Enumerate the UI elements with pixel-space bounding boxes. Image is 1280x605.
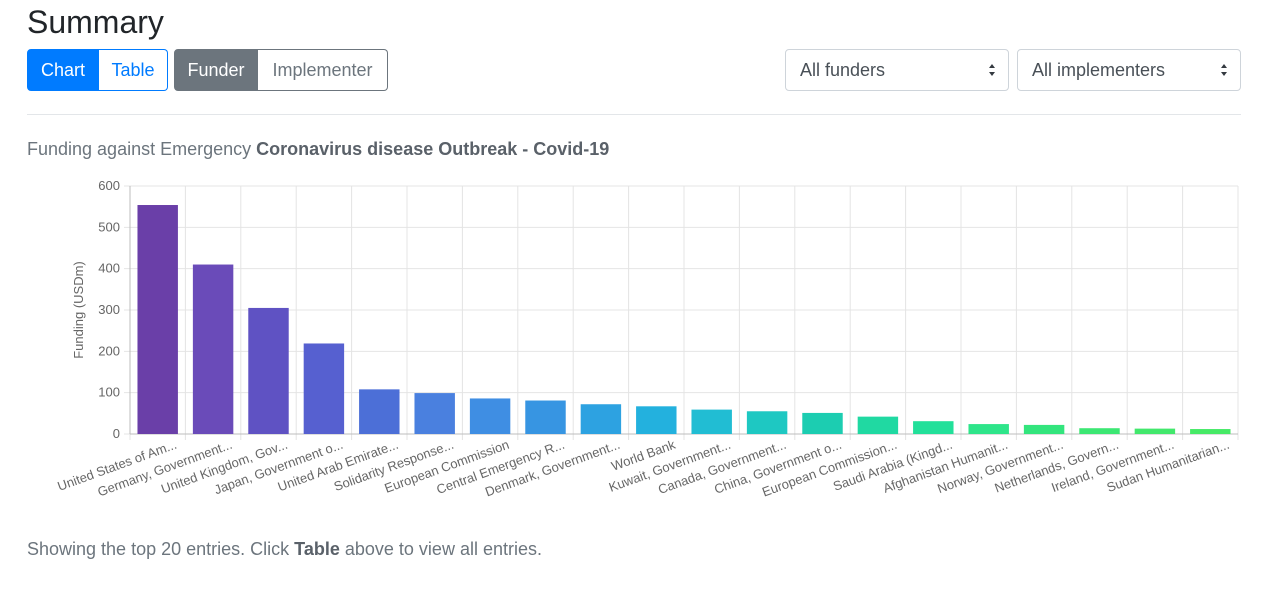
bar (746, 411, 788, 434)
bar (857, 416, 899, 434)
select-arrows-icon (989, 64, 995, 76)
footer-prefix: Showing the top 20 entries. Click (27, 539, 290, 559)
bar (359, 389, 400, 434)
bar (414, 393, 455, 434)
table-link-text[interactable]: Table (294, 539, 340, 559)
bar (303, 343, 345, 434)
implementers-select[interactable]: All implementers (1017, 49, 1241, 91)
y-tick-label: 400 (98, 261, 120, 276)
view-toggle: Chart Table (27, 49, 168, 91)
bar (1190, 429, 1231, 434)
implementer-mode-button[interactable]: Implementer (258, 49, 388, 91)
y-tick-label: 0 (113, 426, 120, 441)
chart-view-button[interactable]: Chart (27, 49, 99, 91)
bar (1134, 428, 1176, 434)
table-view-button[interactable]: Table (99, 49, 168, 91)
bar (248, 307, 289, 434)
y-tick-label: 100 (98, 385, 120, 400)
bar (1023, 424, 1065, 434)
section-divider (27, 114, 1241, 115)
y-axis-title: Funding (USDm) (71, 261, 86, 359)
chart-heading-prefix: Funding against Emergency (27, 139, 252, 159)
bar (636, 406, 677, 434)
footer-suffix: above to view all entries. (344, 539, 542, 559)
bar (137, 205, 178, 434)
chart-heading: Funding against Emergency Coronavirus di… (27, 137, 609, 161)
funders-select[interactable]: All funders (785, 49, 1009, 91)
emergency-name: Coronavirus disease Outbreak - Covid-19 (256, 139, 610, 159)
page-title: Summary (27, 4, 164, 40)
bar (968, 424, 1009, 434)
bar (1079, 428, 1120, 434)
bar (192, 264, 234, 434)
y-tick-label: 300 (98, 302, 120, 317)
bar (580, 404, 622, 434)
footer-note: Showing the top 20 entries. Click Table … (27, 537, 542, 561)
funder-mode-button[interactable]: Funder (174, 49, 258, 91)
funders-select-value: All funders (800, 59, 886, 80)
mode-toggle: Funder Implementer (174, 49, 388, 91)
bar (525, 400, 566, 434)
select-arrows-icon (1221, 64, 1227, 76)
bar (691, 409, 732, 434)
y-tick-label: 500 (98, 219, 120, 234)
bar (469, 398, 511, 434)
bar (802, 412, 843, 434)
bar (913, 421, 954, 434)
implementers-select-value: All implementers (1032, 59, 1166, 80)
y-tick-label: 600 (98, 178, 120, 193)
y-tick-label: 200 (98, 343, 120, 358)
